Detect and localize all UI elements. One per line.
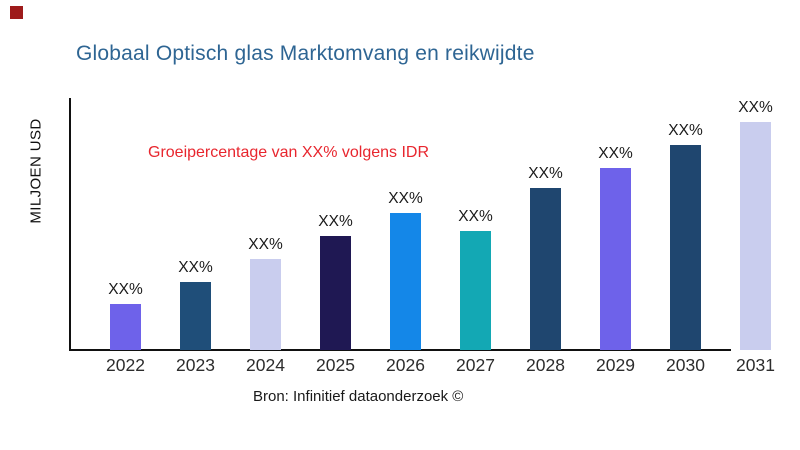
source-attribution: Bron: Infinitief dataonderzoek ©: [253, 388, 464, 405]
x-tick-label-2024: 2024: [246, 355, 285, 375]
bar-2031: [740, 122, 771, 350]
bar-2026: [390, 213, 421, 350]
x-tick-label-2025: 2025: [316, 355, 355, 375]
x-tick-label-2022: 2022: [106, 355, 145, 375]
bar-value-label-2027: XX%: [458, 208, 493, 225]
x-tick-label-2027: 2027: [456, 355, 495, 375]
bar-value-label-2031: XX%: [738, 99, 773, 116]
bar-value-label-2024: XX%: [248, 236, 283, 253]
bar-2027: [460, 231, 491, 350]
x-tick-label-2029: 2029: [596, 355, 635, 375]
bar-value-label-2022: XX%: [108, 281, 143, 298]
bar-2024: [250, 259, 281, 350]
y-axis-line: [69, 98, 71, 351]
x-tick-label-2030: 2030: [666, 355, 705, 375]
bar-value-label-2023: XX%: [178, 259, 213, 276]
bar-2025: [320, 236, 351, 350]
y-axis-label: MILJOEN USD: [27, 118, 45, 224]
bar-2023: [180, 282, 211, 350]
x-tick-label-2026: 2026: [386, 355, 425, 375]
x-tick-label-2028: 2028: [526, 355, 565, 375]
bar-2029: [600, 168, 631, 350]
x-tick-label-2031: 2031: [736, 355, 775, 375]
x-axis-line: [69, 349, 731, 351]
bar-2028: [530, 188, 561, 350]
x-tick-label-2023: 2023: [176, 355, 215, 375]
bar-value-label-2026: XX%: [388, 190, 423, 207]
bar-value-label-2028: XX%: [528, 165, 563, 182]
bar-2022: [110, 304, 141, 350]
brand-mark-square: [10, 6, 23, 19]
bar-value-label-2025: XX%: [318, 213, 353, 230]
bar-value-label-2029: XX%: [598, 145, 633, 162]
bar-2030: [670, 145, 701, 350]
growth-rate-annotation: Groeipercentage van XX% volgens IDR: [148, 144, 430, 161]
bar-value-label-2030: XX%: [668, 122, 703, 139]
chart-title: Globaal Optisch glas Marktomvang en reik…: [76, 42, 535, 65]
